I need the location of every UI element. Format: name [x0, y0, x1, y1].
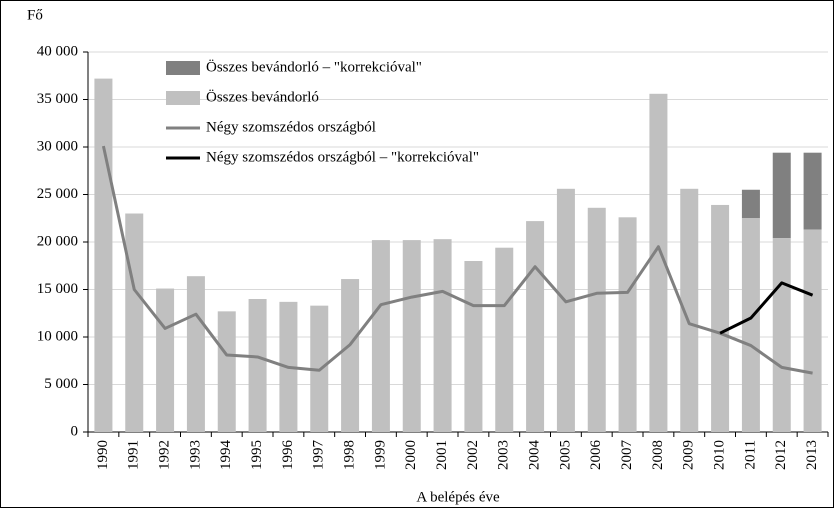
x-tick-label: 2005 — [557, 440, 573, 470]
legend-swatch — [166, 91, 200, 105]
bar — [156, 288, 175, 432]
line — [719, 281, 814, 335]
bar — [464, 261, 483, 432]
bar — [649, 93, 668, 433]
y-tick-label: 0 — [71, 423, 79, 439]
legend-swatch — [166, 61, 200, 75]
bar — [803, 152, 822, 230]
legend-label: Összes bevándorló – "korrekcióval" — [206, 58, 422, 75]
legend-label: Négy szomszédos országból – "korrekcióva… — [206, 149, 479, 165]
x-tick-label: 1994 — [218, 440, 234, 471]
x-tick-label: 2013 — [804, 440, 820, 470]
y-tick-label: 5 000 — [44, 376, 78, 392]
bar — [526, 221, 545, 432]
y-tick-label: 25 000 — [37, 186, 78, 202]
bar — [556, 188, 575, 432]
bar — [772, 152, 791, 239]
y-tick-label: 35 000 — [37, 91, 78, 107]
bar — [741, 218, 760, 432]
y-tick-label: 10 000 — [37, 328, 78, 344]
legend-label: Összes bevándorló — [206, 88, 319, 105]
bar — [341, 279, 360, 432]
x-tick-label: 1991 — [126, 440, 142, 470]
y-tick-label: 40 000 — [37, 43, 78, 59]
bar — [94, 78, 113, 432]
line — [101, 145, 813, 375]
legend-label: Négy szomszédos országból — [206, 119, 376, 135]
bar — [371, 240, 390, 432]
bar — [772, 238, 791, 432]
x-tick-label: 2009 — [681, 440, 697, 470]
bar — [711, 204, 730, 432]
bar — [125, 213, 144, 432]
x-tick-label: 1995 — [249, 440, 265, 470]
bar — [618, 217, 637, 432]
y-unit-label: Fő — [27, 7, 43, 23]
y-tick-label: 15 000 — [37, 281, 78, 297]
x-tick-label: 2010 — [712, 440, 728, 470]
x-tick-label: 2004 — [527, 440, 543, 471]
x-tick-label: 1993 — [187, 440, 203, 470]
bar — [495, 247, 514, 432]
bar — [587, 207, 606, 432]
x-tick-label: 2011 — [742, 440, 758, 469]
bar — [680, 188, 699, 432]
bar — [248, 299, 267, 432]
bar — [741, 189, 760, 219]
x-tick-label: 2001 — [434, 440, 450, 470]
x-tick-label: 2012 — [773, 440, 789, 470]
x-tick-label: 1990 — [95, 440, 111, 470]
x-tick-label: 2000 — [403, 440, 419, 470]
bar — [433, 239, 452, 432]
x-axis-title: A belépés éve — [416, 489, 500, 505]
x-tick-label: 1998 — [342, 440, 358, 470]
y-tick-label: 30 000 — [37, 138, 78, 154]
x-tick-label: 1997 — [311, 440, 327, 471]
x-tick-label: 2007 — [619, 440, 635, 471]
y-tick-label: 20 000 — [37, 233, 78, 249]
bar — [402, 240, 421, 432]
x-tick-label: 1996 — [280, 440, 296, 471]
x-tick-label: 2003 — [496, 440, 512, 470]
x-tick-label: 2002 — [465, 440, 481, 470]
x-tick-label: 2008 — [650, 440, 666, 470]
x-tick-label: 2006 — [588, 440, 604, 471]
bar — [803, 229, 822, 432]
x-tick-label: 1999 — [372, 440, 388, 470]
bar — [186, 276, 205, 432]
bar — [217, 311, 236, 432]
x-tick-label: 1992 — [157, 440, 173, 470]
